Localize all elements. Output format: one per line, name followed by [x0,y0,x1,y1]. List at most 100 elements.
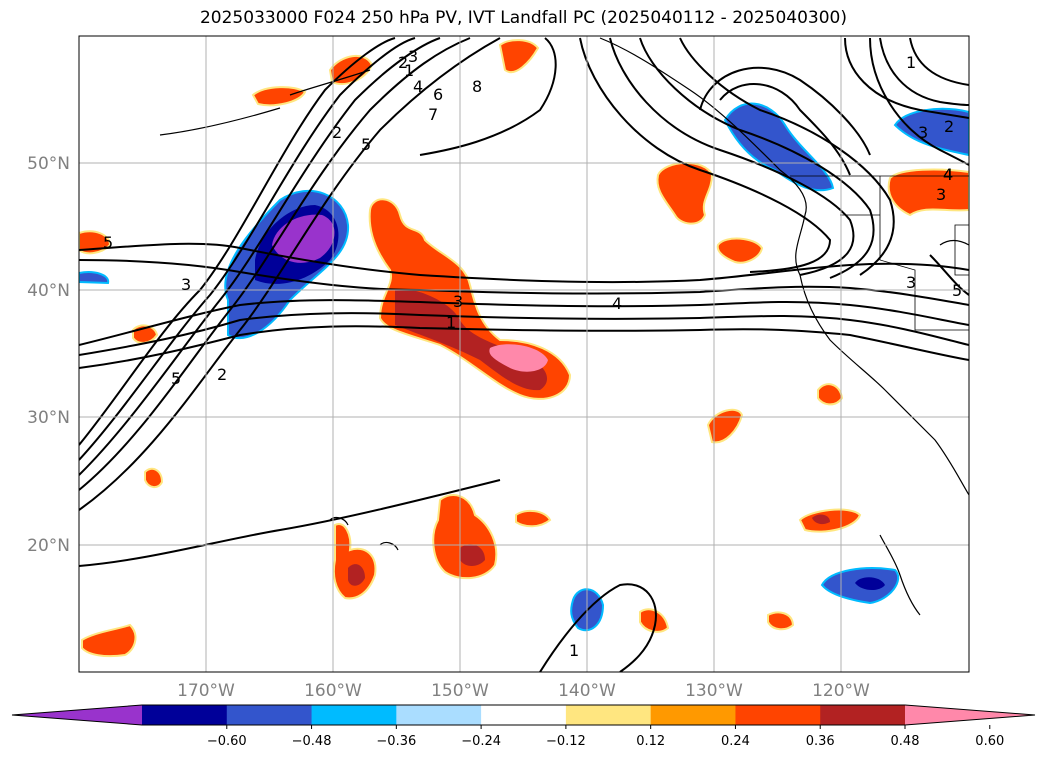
contour-line [929,254,969,296]
lat-tick-label: 30°N [27,408,70,428]
negative-anomaly-region [723,102,835,192]
political-borders [790,175,969,331]
positive-anomaly-region [251,86,307,107]
colorbar-segment [396,705,482,725]
contour-line [579,37,832,273]
contour-label: 4 [413,77,423,96]
positive-anomaly-region [639,608,670,633]
lon-tick-label: 120°W [812,681,870,701]
contour-line [79,37,441,476]
contour-line [79,325,969,369]
positive-anomaly-region [498,39,540,73]
positive-anomaly-region [489,344,548,372]
lon-tick-label: 170°W [177,681,235,701]
contour-line [719,83,851,176]
contour-line [699,66,871,156]
contour-label: 3 [453,292,463,311]
contour-line [639,37,875,279]
contour-label: 5 [103,233,113,252]
contour-line [609,37,855,276]
colorbar-segment [226,705,313,725]
colorbar-tick-label: 0.24 [721,734,750,749]
colorbar-tick-label: 0.36 [806,734,835,749]
positive-anomaly-region [332,523,377,600]
colorbar-segment [820,705,906,725]
colorbar: −0.60 −0.48 −0.36 −0.24 −0.12 0.12 0.24 0.36 0.4… [11,704,1036,749]
colorbar-segment [311,705,397,725]
contour-label: 4 [943,165,953,184]
lat-tick-label: 40°N [27,281,70,301]
contour-label: 3 [408,47,418,66]
contour-label: 1 [569,641,579,660]
contour-line [679,37,895,276]
contour-line [79,312,969,356]
ivt-contours [79,37,969,672]
contour-label: 4 [943,165,953,184]
positive-anomaly-region [432,494,498,580]
contour-line [79,299,969,346]
lon-tick-label: 140°W [558,681,616,701]
contour-label: 3 [181,275,191,294]
colorbar-segment [650,705,736,725]
contour-label: 2 [217,365,227,384]
contour-line [79,37,396,446]
colorbar-tick-label: −0.12 [546,734,586,749]
contour-label: 8 [472,77,482,96]
coastline [159,107,281,136]
lon-tick-label: 150°W [431,681,489,701]
colorbar-extend-high [905,705,1035,725]
contour-line [539,583,657,672]
colorbar-tick-label: 0.48 [891,734,920,749]
contour-label: 2 [944,117,954,136]
contour-label: 5 [361,135,371,154]
border-line [954,224,969,276]
colorbar-extend-low [12,705,142,725]
positive-anomaly-region [81,623,137,658]
map-frame [78,35,970,673]
contour-label: 6 [433,85,443,104]
contour-line [79,259,969,306]
positive-anomaly-region [887,168,969,217]
contour-line [79,37,471,491]
positive-anomaly-region [798,508,862,533]
lat-ticks: 50°N 40°N 30°N 20°N [27,154,70,556]
coastline [329,516,349,526]
colorbar-segment [142,705,228,725]
contour-label: 3 [936,185,946,204]
coastline [599,37,969,496]
contour-label: 1 [906,53,916,72]
contour-label: 2 [398,53,408,72]
contour-label: 3 [918,123,928,142]
colorbar-tick-label: −0.24 [461,734,501,749]
contour-line [844,37,969,119]
negative-anomaly-region [79,271,110,285]
contour-line [79,242,969,284]
coastline [379,541,399,551]
map-title: 2025033000 F024 250 hPa PV, IVT Landfall… [199,8,847,28]
pv-shading [79,39,969,658]
lat-tick-label: 50°N [27,154,70,174]
positive-anomaly-region [460,544,485,566]
contour-line [79,479,501,567]
coastlines [159,37,969,616]
coastline [939,239,969,246]
border-line [879,176,969,331]
colorbar-segment [481,705,567,725]
contour-line [879,37,969,106]
positive-anomaly-region [515,509,552,528]
positive-anomaly-region [656,162,714,225]
colorbar-tick-label: −0.60 [207,734,247,749]
contour-label: 3 [906,273,916,292]
colorbar-tick-label: 0.60 [975,734,1004,749]
positive-anomaly-region [706,408,744,444]
positive-anomaly-region [812,514,830,525]
lon-tick-label: 160°W [304,681,362,701]
contour-label: 2 [332,123,342,142]
positive-anomaly-region [716,237,764,264]
contour-line [909,37,969,86]
gridlines [79,36,969,672]
lat-tick-label: 20°N [27,536,70,556]
coastline [289,69,371,96]
positive-anomaly-region [348,564,365,586]
